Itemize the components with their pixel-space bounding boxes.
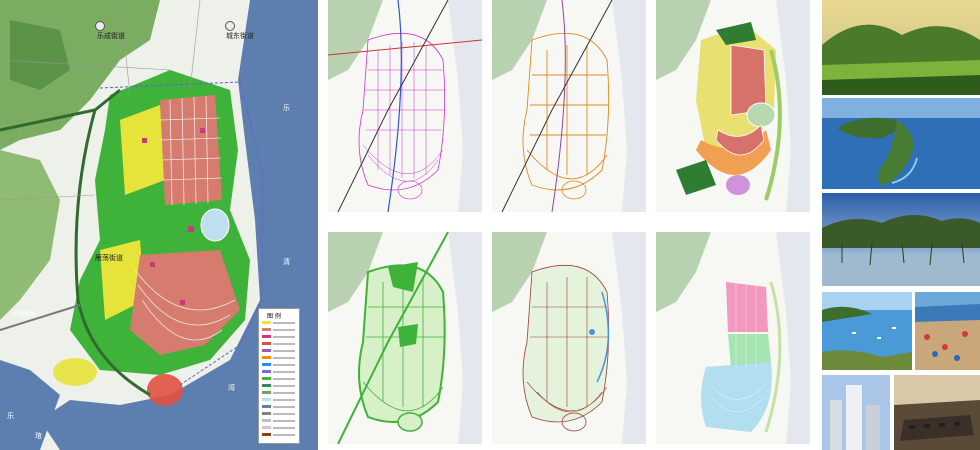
legend-swatch [262, 349, 271, 352]
transit-network-map[interactable] [492, 0, 646, 212]
green-space-system-map[interactable] [328, 232, 482, 444]
photo-beach-crowd [915, 292, 980, 370]
phasing-canvas [656, 232, 810, 444]
road-label: 环海南路 [12, 311, 37, 318]
legend-swatch [262, 342, 271, 345]
sea-label-3: 湾 [228, 384, 235, 392]
label-yandang: 雁荡街道 [95, 254, 123, 262]
main-map-canvas [0, 0, 318, 450]
slow-traffic-canvas [492, 232, 646, 444]
slow-traffic-map[interactable] [492, 232, 646, 444]
sea [40, 0, 318, 450]
legend-swatch [262, 405, 271, 408]
legend-swatch [262, 419, 271, 422]
map-legend: 图 例 [258, 308, 300, 444]
chengdong-location-marker [225, 21, 235, 31]
photo-mountain-farmland [822, 0, 980, 95]
legend-title: 图 例 [267, 313, 281, 320]
photo-island-aerial [822, 98, 980, 189]
lecheng-location-marker [95, 21, 105, 31]
legend-swatch [262, 384, 271, 387]
functional-zoning-canvas [656, 0, 810, 212]
legend-swatch [262, 377, 271, 380]
photo-conference-hall [894, 375, 980, 450]
photo-mangrove-trees [822, 193, 980, 286]
functional-zoning-map[interactable] [656, 0, 810, 212]
bottom-label-1: 乐 [7, 412, 14, 420]
green-space-canvas [328, 232, 482, 444]
road-network-canvas [328, 0, 482, 212]
photo-skyscrapers [822, 375, 890, 450]
legend-swatch [262, 370, 271, 373]
legend-swatch [262, 433, 271, 436]
label-lecheng: 乐成街道 [97, 32, 125, 40]
legend-swatch [262, 328, 271, 331]
main-land-use-map[interactable]: 乐成街道 城东街道 雁荡街道 乐 清 湾 乐 琯 环海南路 图 例 [0, 0, 318, 450]
legend-swatch [262, 412, 271, 415]
legend-swatch [262, 391, 271, 394]
sea-label-2: 清 [283, 258, 290, 266]
label-chengdong: 城东街道 [226, 32, 254, 40]
bottom-label-2: 琯 [35, 432, 42, 440]
legend-swatch [262, 356, 271, 359]
sea-label-1: 乐 [283, 104, 290, 112]
phasing-map[interactable] [656, 232, 810, 444]
legend-swatch [262, 363, 271, 366]
photo-bay-boats [822, 292, 912, 370]
legend-swatch [262, 335, 271, 338]
legend-swatch [262, 398, 271, 401]
legend-swatch [262, 426, 271, 429]
legend-swatch [262, 321, 271, 324]
commercial-north [160, 95, 222, 205]
transit-network-canvas [492, 0, 646, 212]
road-network-map[interactable] [328, 0, 482, 212]
